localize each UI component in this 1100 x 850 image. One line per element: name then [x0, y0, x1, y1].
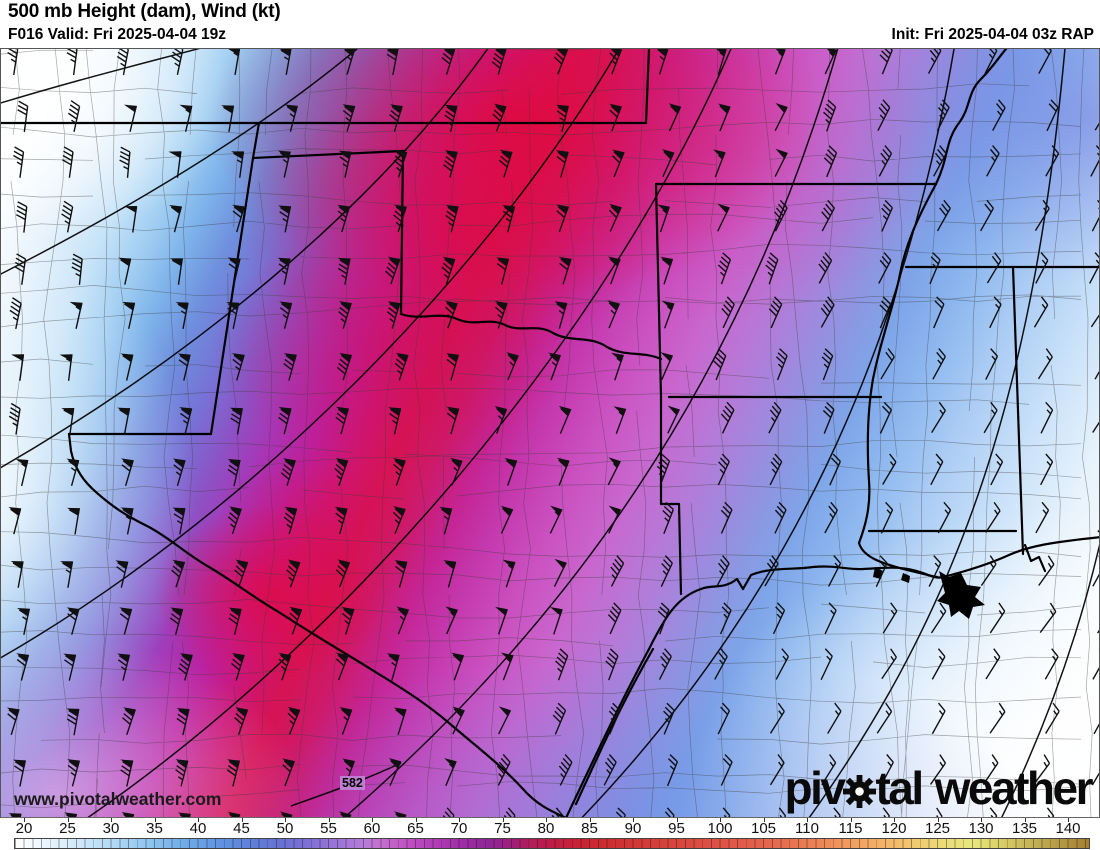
colorbar-tick: [502, 818, 504, 822]
colorbar-tick-label: 75: [494, 820, 511, 837]
colorbar-tick: [763, 818, 765, 822]
state-borders-layer: [1, 49, 1099, 817]
colorbar-tick: [1024, 818, 1026, 822]
colorbar-tick-label: 125: [924, 820, 951, 837]
colorbar-tick-label: 85: [581, 820, 598, 837]
colorbar-tick: [241, 818, 243, 822]
colorbar-tick-label: 45: [233, 820, 250, 837]
colorbar-tick-label: 40: [189, 820, 207, 837]
colorbar-tick: [67, 818, 69, 822]
page-title: 500 mb Height (dam), Wind (kt): [8, 1, 281, 22]
colorbar-tick: [894, 818, 895, 822]
init-time-text: Init: Fri 2025-04-04 03z RAP: [891, 26, 1094, 43]
colorbar-tick-label: 120: [881, 820, 907, 837]
contour-value-label: 582: [340, 776, 365, 790]
colorbar-tick: [328, 818, 330, 822]
colorbar-tick: [459, 818, 460, 822]
colorbar-tick: [589, 818, 591, 822]
colorbar-tick: [850, 818, 852, 822]
gear-icon: [843, 774, 877, 808]
colorbar-tick: [415, 818, 417, 822]
colorbar-tick-label: 80: [537, 820, 555, 837]
colorbar-tick: [372, 818, 373, 822]
colorbar-tick-label: 110: [795, 820, 819, 837]
colorbar-tick-label: 130: [968, 820, 994, 837]
colorbar-tick: [981, 818, 982, 822]
logo-text-tal: tal: [875, 762, 924, 814]
colorbar-gradient: [14, 838, 1090, 849]
colorbar-tick-label: 30: [102, 820, 120, 837]
colorbar-tick: [937, 818, 939, 822]
colorbar-tick: [111, 818, 112, 822]
map-canvas: www.pivotalweather.com 582 piv tal weather: [0, 48, 1100, 818]
colorbar-tick: [154, 818, 156, 822]
colorbar-tick-label: 135: [1011, 820, 1038, 837]
colorbar-tick: [546, 818, 547, 822]
colorbar-tick-label: 95: [668, 820, 685, 837]
colorbar-tick: [676, 818, 678, 822]
colorbar-tick-label: 20: [15, 820, 33, 837]
height-contour-lines: [1, 49, 1099, 817]
brand-logo: piv tal weather: [784, 762, 1094, 814]
wind-barbs-layer: [6, 49, 1099, 817]
colorbar-tick-label: 50: [276, 820, 294, 837]
county-borders-layer: [1, 49, 1093, 817]
watermark-text: www.pivotalweather.com: [14, 789, 222, 809]
valid-time-text: F016 Valid: Fri 2025-04-04 19z: [8, 26, 226, 43]
colorbar-tick-label: 70: [450, 820, 468, 837]
colorbar-tick-label: 115: [838, 820, 863, 837]
colorbar-tick: [1068, 818, 1069, 822]
colorbar-tick-label: 100: [707, 820, 733, 837]
colorbar-tick-label: 60: [363, 820, 381, 837]
colorbar-tick: [24, 818, 25, 822]
colorbar-tick-label: 90: [624, 820, 642, 837]
colorbar-tick: [285, 818, 286, 822]
colorbar-tick-label: 140: [1055, 820, 1081, 837]
colorbar-tick-label: 25: [59, 820, 76, 837]
map-overlay: [1, 49, 1099, 817]
colorbar-tick-labels: 20 25 30 35 40 45 50 55 60 65 70 75 80 85 90 95 100 105 11…: [0, 818, 1100, 838]
colorbar-tick-label: 105: [750, 820, 777, 837]
colorbar-tick: [198, 818, 199, 822]
colorbar-tick: [633, 818, 634, 822]
colorbar-tick-label: 55: [320, 820, 337, 837]
logo-text-weather: weather: [934, 762, 1094, 814]
colorbar-tick: [807, 818, 808, 822]
colorbar-tick-label: 35: [146, 820, 163, 837]
logo-text-piv: piv: [784, 762, 845, 814]
colorbar-tick: [720, 818, 721, 822]
colorbar-tick-label: 65: [407, 820, 424, 837]
